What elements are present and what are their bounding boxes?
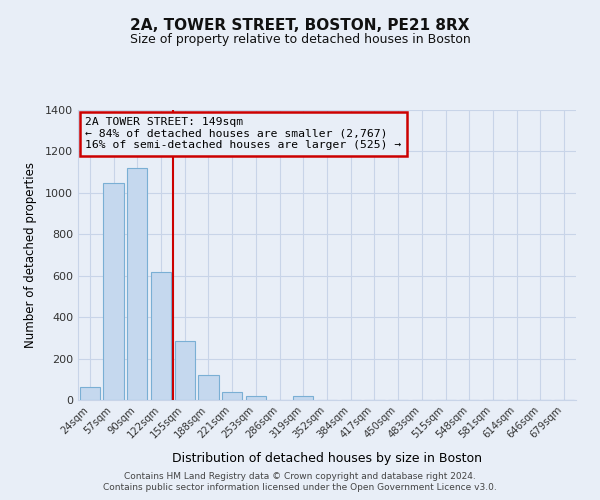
Text: Size of property relative to detached houses in Boston: Size of property relative to detached ho… <box>130 32 470 46</box>
Bar <box>175 341 195 400</box>
Text: Contains HM Land Registry data © Crown copyright and database right 2024.: Contains HM Land Registry data © Crown c… <box>124 472 476 481</box>
Text: 2A, TOWER STREET, BOSTON, PE21 8RX: 2A, TOWER STREET, BOSTON, PE21 8RX <box>130 18 470 32</box>
X-axis label: Distribution of detached houses by size in Boston: Distribution of detached houses by size … <box>172 452 482 464</box>
Bar <box>151 272 171 400</box>
Bar <box>199 375 218 400</box>
Bar <box>222 392 242 400</box>
Bar <box>246 396 266 400</box>
Bar <box>80 386 100 400</box>
Bar <box>293 396 313 400</box>
Bar <box>127 168 148 400</box>
Text: 2A TOWER STREET: 149sqm
← 84% of detached houses are smaller (2,767)
16% of semi: 2A TOWER STREET: 149sqm ← 84% of detache… <box>85 117 402 150</box>
Text: Contains public sector information licensed under the Open Government Licence v3: Contains public sector information licen… <box>103 484 497 492</box>
Y-axis label: Number of detached properties: Number of detached properties <box>23 162 37 348</box>
Bar <box>103 182 124 400</box>
